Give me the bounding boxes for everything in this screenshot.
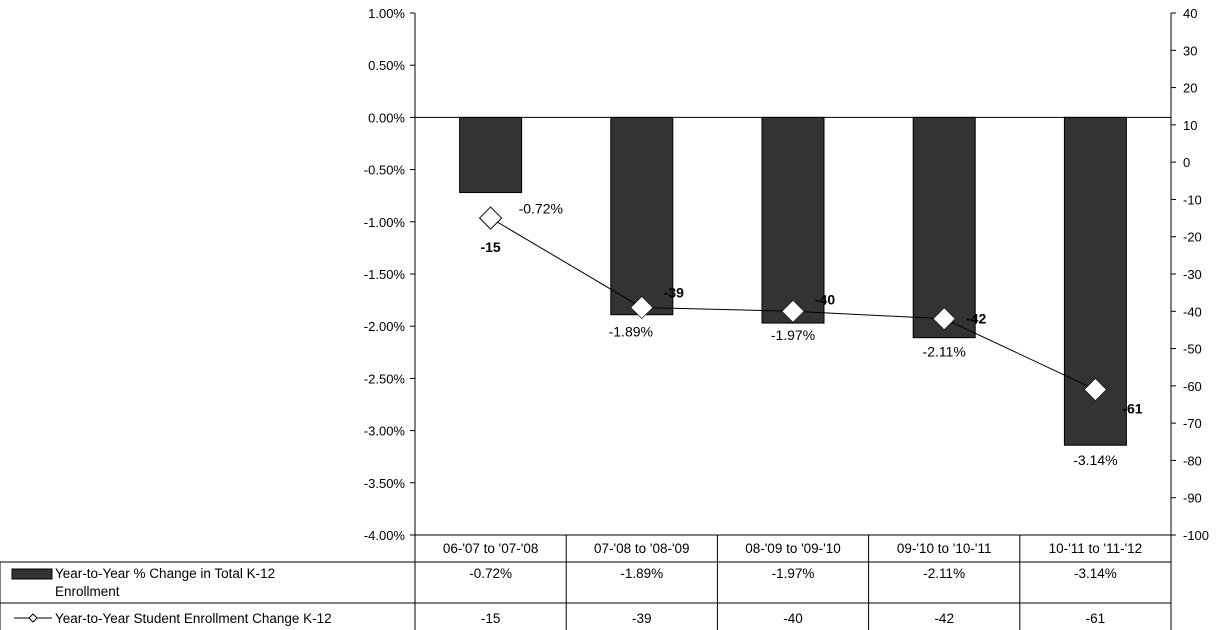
left-axis-tick-label: -3.50% bbox=[364, 476, 406, 491]
right-axis-tick-label: 30 bbox=[1183, 43, 1197, 58]
left-axis-tick-label: -0.50% bbox=[364, 163, 406, 178]
right-axis-tick-label: -60 bbox=[1183, 379, 1202, 394]
right-axis-tick-label: 10 bbox=[1183, 118, 1197, 133]
right-axis-tick-label: -100 bbox=[1183, 528, 1209, 543]
left-axis-tick-label: -2.50% bbox=[364, 371, 406, 386]
legend-label: Enrollment bbox=[55, 584, 120, 599]
line-marker bbox=[781, 299, 805, 323]
line-data-label: -42 bbox=[966, 311, 986, 327]
legend-swatch-diamond-icon bbox=[28, 613, 38, 623]
left-axis-tick-label: -2.00% bbox=[364, 319, 406, 334]
line-data-label: -15 bbox=[480, 239, 500, 255]
right-axis-tick-label: -10 bbox=[1183, 192, 1202, 207]
right-axis-tick-label: -90 bbox=[1183, 491, 1202, 506]
right-axis-tick-label: -80 bbox=[1183, 453, 1202, 468]
bar-data-label: -3.14% bbox=[1073, 452, 1117, 468]
line-marker bbox=[478, 206, 503, 230]
table-cell: -42 bbox=[934, 611, 954, 626]
bar-data-label: -1.97% bbox=[771, 327, 815, 343]
right-axis-tick-label: -30 bbox=[1183, 267, 1202, 282]
bar-data-label: -1.89% bbox=[609, 324, 653, 340]
bar-data-label: -0.72% bbox=[519, 201, 563, 217]
line-marker bbox=[932, 307, 956, 331]
right-axis-tick-label: 20 bbox=[1183, 81, 1197, 96]
table-cell: -39 bbox=[632, 611, 652, 626]
table-cell: -1.89% bbox=[620, 566, 663, 581]
right-axis-tick-label: -50 bbox=[1183, 342, 1202, 357]
left-axis-tick-label: 1.00% bbox=[368, 6, 405, 21]
category-label: 08-'09 to '09-'10 bbox=[745, 541, 841, 556]
table-cell: -3.14% bbox=[1074, 566, 1117, 581]
bar bbox=[761, 116, 825, 324]
legend-swatch-bar bbox=[11, 568, 53, 580]
right-axis-tick-label: 40 bbox=[1183, 6, 1197, 21]
bar-data-label: -2.11% bbox=[923, 344, 966, 360]
right-axis-tick-label: -40 bbox=[1183, 304, 1202, 319]
category-label: 07-'08 to '08-'09 bbox=[594, 541, 690, 556]
bar bbox=[610, 116, 674, 316]
right-axis-tick-label: -70 bbox=[1183, 416, 1202, 431]
bar bbox=[912, 116, 976, 339]
category-label: 10-'11 to '11-'12 bbox=[1049, 541, 1143, 556]
table-cell: -1.97% bbox=[772, 566, 815, 581]
legend-label: Year-to-Year Student Enrollment Change K… bbox=[55, 611, 332, 626]
line-data-label: -61 bbox=[1122, 401, 1142, 417]
table-cell: -40 bbox=[783, 611, 803, 626]
right-axis-tick-label: 0 bbox=[1183, 155, 1190, 170]
category-label: 09-'10 to '10-'11 bbox=[897, 541, 992, 556]
left-axis-tick-label: -3.00% bbox=[364, 424, 406, 439]
left-axis-tick-label: 0.00% bbox=[368, 110, 405, 125]
left-axis-tick-label: -4.00% bbox=[364, 528, 406, 543]
table-cell: -2.11% bbox=[923, 566, 965, 581]
left-axis-tick-label: 0.50% bbox=[368, 58, 405, 73]
legend-label: Year-to-Year % Change in Total K-12 bbox=[55, 566, 275, 581]
line-marker bbox=[1083, 378, 1107, 402]
table-cell: -0.72% bbox=[469, 566, 512, 581]
left-axis-tick-label: -1.00% bbox=[364, 215, 406, 230]
table-cell: -15 bbox=[481, 611, 501, 626]
line-marker bbox=[630, 296, 654, 319]
line-data-label: -39 bbox=[664, 285, 684, 301]
bar bbox=[459, 116, 523, 194]
left-axis-tick-label: -1.50% bbox=[364, 267, 406, 282]
table-cell: -61 bbox=[1086, 611, 1106, 626]
right-axis-tick-label: -20 bbox=[1183, 230, 1202, 245]
category-label: 06-'07 to '07-'08 bbox=[443, 541, 539, 556]
line-data-label: -40 bbox=[815, 291, 835, 307]
